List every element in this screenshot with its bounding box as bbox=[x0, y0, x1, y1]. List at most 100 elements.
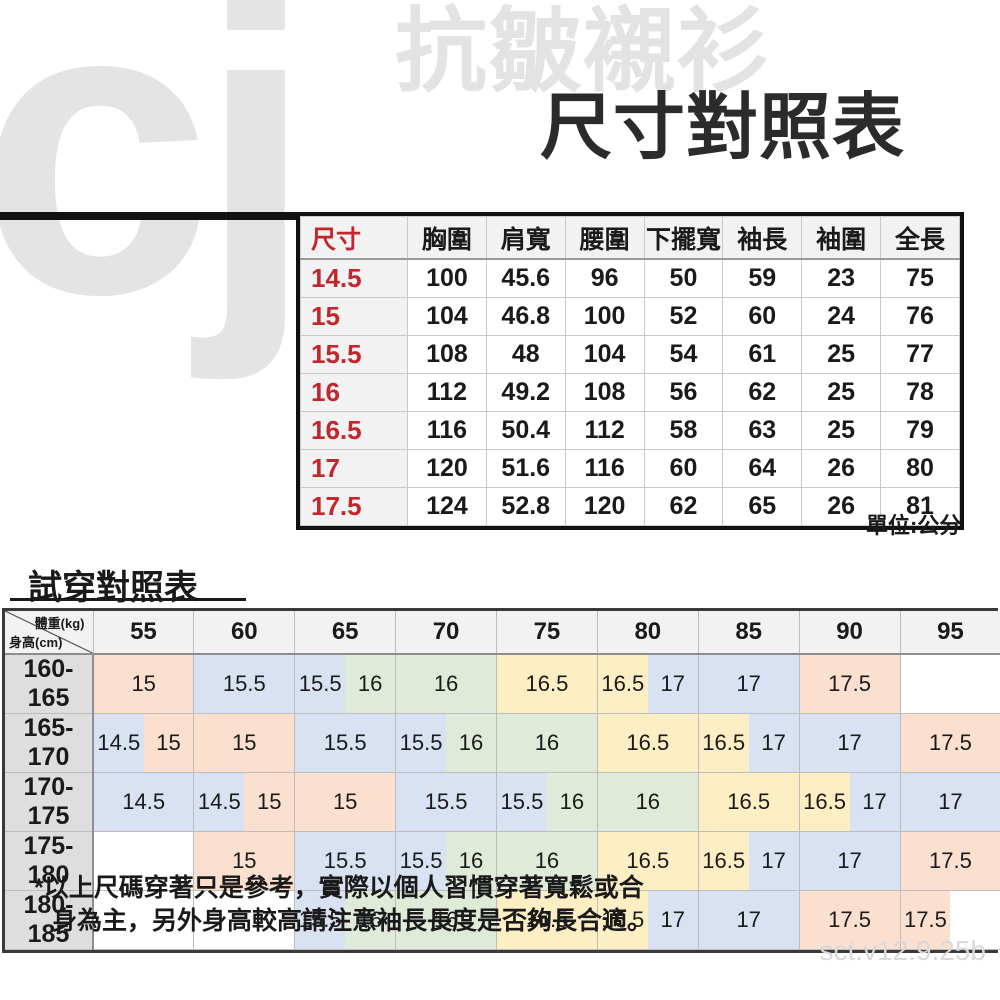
fitting-value: 17 bbox=[799, 832, 900, 890]
fitting-cell: 14.5 15 bbox=[93, 713, 195, 773]
corner-diagonal bbox=[5, 611, 93, 653]
size-col-header-3: 腰圍 bbox=[564, 216, 645, 260]
fitting-value: 15.5 bbox=[396, 773, 496, 831]
product-watermark: 抗皺襯衫 bbox=[395, 1, 772, 103]
table-row: 170-175 14.5 14.5 15 15 15.5 15.5 16 16 16.5 16.5 1… bbox=[5, 772, 1000, 832]
size-cell: 77 bbox=[880, 335, 960, 374]
fitting-cell: 16.5 bbox=[496, 654, 598, 714]
fitting-value bbox=[94, 832, 194, 890]
fitting-cell: 15 bbox=[294, 772, 397, 832]
fitting-value: 15 bbox=[194, 714, 295, 772]
title-rule bbox=[0, 212, 300, 220]
size-cell: 23 bbox=[801, 258, 882, 298]
size-cell: 25 bbox=[801, 335, 882, 374]
fitting-value: 15.5 bbox=[396, 714, 447, 772]
corner-height-label: 身高(cm) bbox=[9, 635, 63, 650]
height-row-label: 165-170 bbox=[5, 713, 94, 773]
size-cell: 104 bbox=[564, 335, 645, 374]
fitting-value: 15.5 bbox=[295, 832, 396, 890]
size-table-container: 尺寸 胸圍 肩寬 腰圍 下擺寬 袖長 袖圍 全長 14.5 100 45.6 96 50 59 23 75 1… bbox=[296, 212, 964, 530]
fitting-cell: 16.5 bbox=[597, 831, 699, 891]
page-title: 尺寸對照表 bbox=[540, 88, 906, 168]
fitting-cell: 15.5 16 bbox=[496, 772, 598, 832]
fitting-value: 16.5 bbox=[698, 714, 749, 772]
fitting-corner-header: 體重(kg) 身高(cm) bbox=[5, 611, 94, 655]
size-cell: 56 bbox=[643, 373, 724, 412]
table-row: 17.5 124 52.8 120 62 65 26 81 bbox=[300, 487, 960, 526]
fitting-cell: 15.5 16 bbox=[294, 654, 397, 714]
size-row-label: 16.5 bbox=[300, 411, 408, 450]
fitting-cell bbox=[93, 890, 195, 950]
fitting-value: 16.5 bbox=[597, 714, 698, 772]
size-cell: 80 bbox=[880, 449, 960, 488]
weight-col-header-65: 65 bbox=[294, 611, 397, 655]
size-cell: 100 bbox=[564, 297, 645, 336]
size-cell: 116 bbox=[407, 411, 487, 450]
unit-note: 單位:公分 bbox=[866, 513, 962, 538]
fitting-cell: 15.5 16 bbox=[294, 890, 397, 950]
fitting-cell: 16 bbox=[496, 713, 598, 773]
fitting-value bbox=[94, 891, 194, 949]
fitting-cell: 16.5 17 bbox=[698, 831, 800, 891]
fitting-value: 17.5 bbox=[900, 832, 1000, 890]
size-cell: 52 bbox=[643, 297, 724, 336]
size-cell: 76 bbox=[880, 297, 960, 336]
fitting-value: 16.5 bbox=[597, 891, 648, 949]
fitting-cell: 17.5 bbox=[900, 831, 1000, 891]
size-cell: 25 bbox=[801, 373, 882, 412]
fitting-value: 16.5 bbox=[698, 773, 799, 831]
corner-weight-label: 體重(kg) bbox=[34, 616, 85, 631]
size-col-header-1: 胸圍 bbox=[407, 216, 487, 260]
size-cell: 25 bbox=[801, 411, 882, 450]
fitting-value: 14.5 bbox=[94, 714, 144, 772]
size-cell: 120 bbox=[407, 449, 487, 488]
size-cell: 116 bbox=[564, 449, 645, 488]
fitting-value: 16.5 bbox=[597, 655, 648, 713]
fitting-cell: 16 bbox=[395, 654, 497, 714]
size-cell: 96 bbox=[564, 258, 645, 298]
table-row: 15 104 46.8 100 52 60 24 76 bbox=[300, 297, 960, 336]
fitting-cell: 17.5 bbox=[799, 654, 901, 714]
size-cell: 63 bbox=[722, 411, 803, 450]
fitting-value: 16 bbox=[497, 714, 597, 772]
footnote-line-2: 身為主，另外身高較高請注意袖長長度是否夠長合適。 bbox=[52, 906, 653, 935]
size-row-label: 17 bbox=[300, 449, 408, 488]
fitting-cell: 16 bbox=[395, 890, 497, 950]
fitting-value bbox=[950, 891, 1000, 949]
size-cell: 112 bbox=[407, 373, 487, 412]
fitting-cell: 15.5 16 bbox=[395, 831, 497, 891]
fitting-value: 15.5 bbox=[497, 773, 547, 831]
size-cell: 26 bbox=[801, 487, 882, 526]
size-row-label: 16 bbox=[300, 373, 408, 412]
fitting-value: 16.5 bbox=[497, 655, 597, 713]
weight-col-header-60: 60 bbox=[193, 611, 296, 655]
fitting-cell bbox=[93, 831, 195, 891]
size-table-body: 14.5 100 45.6 96 50 59 23 75 15 104 46.8 100 52 60 24 7… bbox=[300, 258, 960, 526]
fitting-table-body: 160-165 15 15.5 15.5 16 16 16.5 16.5 17 17 17.5 165… bbox=[5, 654, 1000, 950]
size-cell: 62 bbox=[643, 487, 724, 526]
fitting-value: 15.5 bbox=[396, 832, 447, 890]
fitting-value: 15 bbox=[295, 773, 396, 831]
table-row: 14.5 100 45.6 96 50 59 23 75 bbox=[300, 258, 960, 298]
size-row-label: 14.5 bbox=[300, 258, 408, 298]
table-row: 160-165 15 15.5 15.5 16 16 16.5 16.5 17 17 17.5 bbox=[5, 654, 1000, 714]
fitting-value: 17.5 bbox=[900, 714, 1000, 772]
fitting-value: 16.5 bbox=[698, 832, 749, 890]
size-cell: 108 bbox=[407, 335, 487, 374]
height-row-label: 180-185 bbox=[5, 890, 94, 950]
fitting-value: 17 bbox=[900, 773, 1000, 831]
fitting-cell: 17 bbox=[900, 772, 1000, 832]
footnote-line-1: *以上尺碼穿著只是參考，實際以個人習慣穿著寬鬆或合 bbox=[34, 874, 644, 902]
fitting-cell: 16 bbox=[496, 831, 598, 891]
fitting-cell bbox=[900, 654, 1000, 714]
fitting-cell: 17 bbox=[799, 831, 901, 891]
size-cell: 52.8 bbox=[485, 487, 566, 526]
size-col-header-6: 袖圍 bbox=[801, 216, 882, 260]
size-cell: 108 bbox=[564, 373, 645, 412]
fitting-cell: 17.5 bbox=[900, 713, 1000, 773]
size-cell: 124 bbox=[407, 487, 487, 526]
fitting-table-title: 試穿對照表 bbox=[28, 569, 198, 607]
fitting-table-head: 體重(kg) 身高(cm) 55 60 65 70 75 80 85 90 95 bbox=[5, 611, 1000, 655]
fitting-cell: 14.5 bbox=[93, 772, 195, 832]
size-row-label: 15.5 bbox=[300, 335, 408, 374]
